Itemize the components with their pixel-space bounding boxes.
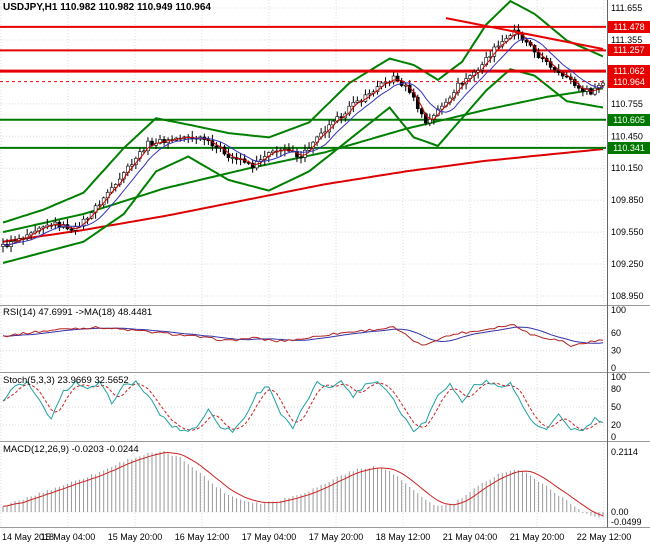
- price-badge-resistance-1: 111.478: [608, 21, 650, 33]
- macd-panel: [0, 450, 606, 518]
- svg-text:0: 0: [611, 363, 616, 373]
- svg-text:0.2114: 0.2114: [611, 447, 638, 457]
- price-badge-current: 110.964: [608, 76, 650, 88]
- price-badge-resistance-3: 111.062: [608, 65, 650, 77]
- svg-text:14 May 2018: 14 May 2018: [2, 532, 54, 542]
- svg-text:100: 100: [611, 305, 626, 315]
- svg-text:100: 100: [611, 372, 626, 382]
- svg-text:108.950: 108.950: [611, 291, 644, 301]
- svg-text:50: 50: [611, 402, 621, 412]
- price-badge-support-2: 110.341: [608, 142, 650, 154]
- main-price-panel: [0, 0, 606, 264]
- svg-text:18 May 12:00: 18 May 12:00: [376, 532, 431, 542]
- svg-text:111.355: 111.355: [611, 35, 642, 45]
- axis-labels: 111.655 111.355 110.755 110.450 110.150 109.8…: [2, 3, 644, 542]
- stoch-panel: [0, 379, 606, 434]
- svg-text:-0.0499: -0.0499: [611, 517, 642, 527]
- svg-text:21 May 04:00: 21 May 04:00: [443, 532, 498, 542]
- svg-text:110.150: 110.150: [611, 163, 643, 173]
- svg-text:109.850: 109.850: [611, 195, 644, 205]
- svg-text:0.00: 0.00: [611, 507, 629, 517]
- svg-text:80: 80: [611, 384, 621, 394]
- svg-text:109.550: 109.550: [611, 227, 644, 237]
- rsi-panel-title: RSI(14) 47.6991 ->MA(18) 48.4481: [3, 307, 153, 318]
- chart-title: USDJPY,H1 110.982 110.982 110.949 110.96…: [3, 2, 211, 13]
- svg-text:15 May 04:00: 15 May 04:00: [41, 532, 96, 542]
- svg-text:15 May 20:00: 15 May 20:00: [108, 532, 163, 542]
- svg-text:110.755: 110.755: [611, 99, 643, 109]
- svg-text:109.250: 109.250: [611, 259, 644, 269]
- macd-panel-title: MACD(12,26,9) -0.0203 -0.0244: [3, 444, 139, 455]
- svg-text:110.450: 110.450: [611, 131, 643, 141]
- price-badge-resistance-2: 111.257: [608, 44, 650, 56]
- rsi-panel: [0, 324, 606, 352]
- candles-layer: [1, 24, 605, 253]
- panel-separators: [0, 0, 650, 528]
- stoch-panel-title: Stoch(5,3,3) 23.9669 32.5652: [3, 375, 129, 386]
- price-badge-support-1: 110.605: [608, 114, 650, 126]
- svg-text:0: 0: [611, 432, 616, 442]
- svg-text:30: 30: [611, 346, 621, 356]
- svg-text:17 May 20:00: 17 May 20:00: [309, 532, 364, 542]
- svg-text:22 May 12:00: 22 May 12:00: [577, 532, 632, 542]
- svg-text:16 May 12:00: 16 May 12:00: [175, 532, 230, 542]
- svg-text:111.655: 111.655: [611, 3, 642, 13]
- svg-text:60: 60: [611, 328, 621, 338]
- svg-text:21 May 20:00: 21 May 20:00: [510, 532, 565, 542]
- svg-text:20: 20: [611, 420, 621, 430]
- svg-text:17 May 04:00: 17 May 04:00: [242, 532, 297, 542]
